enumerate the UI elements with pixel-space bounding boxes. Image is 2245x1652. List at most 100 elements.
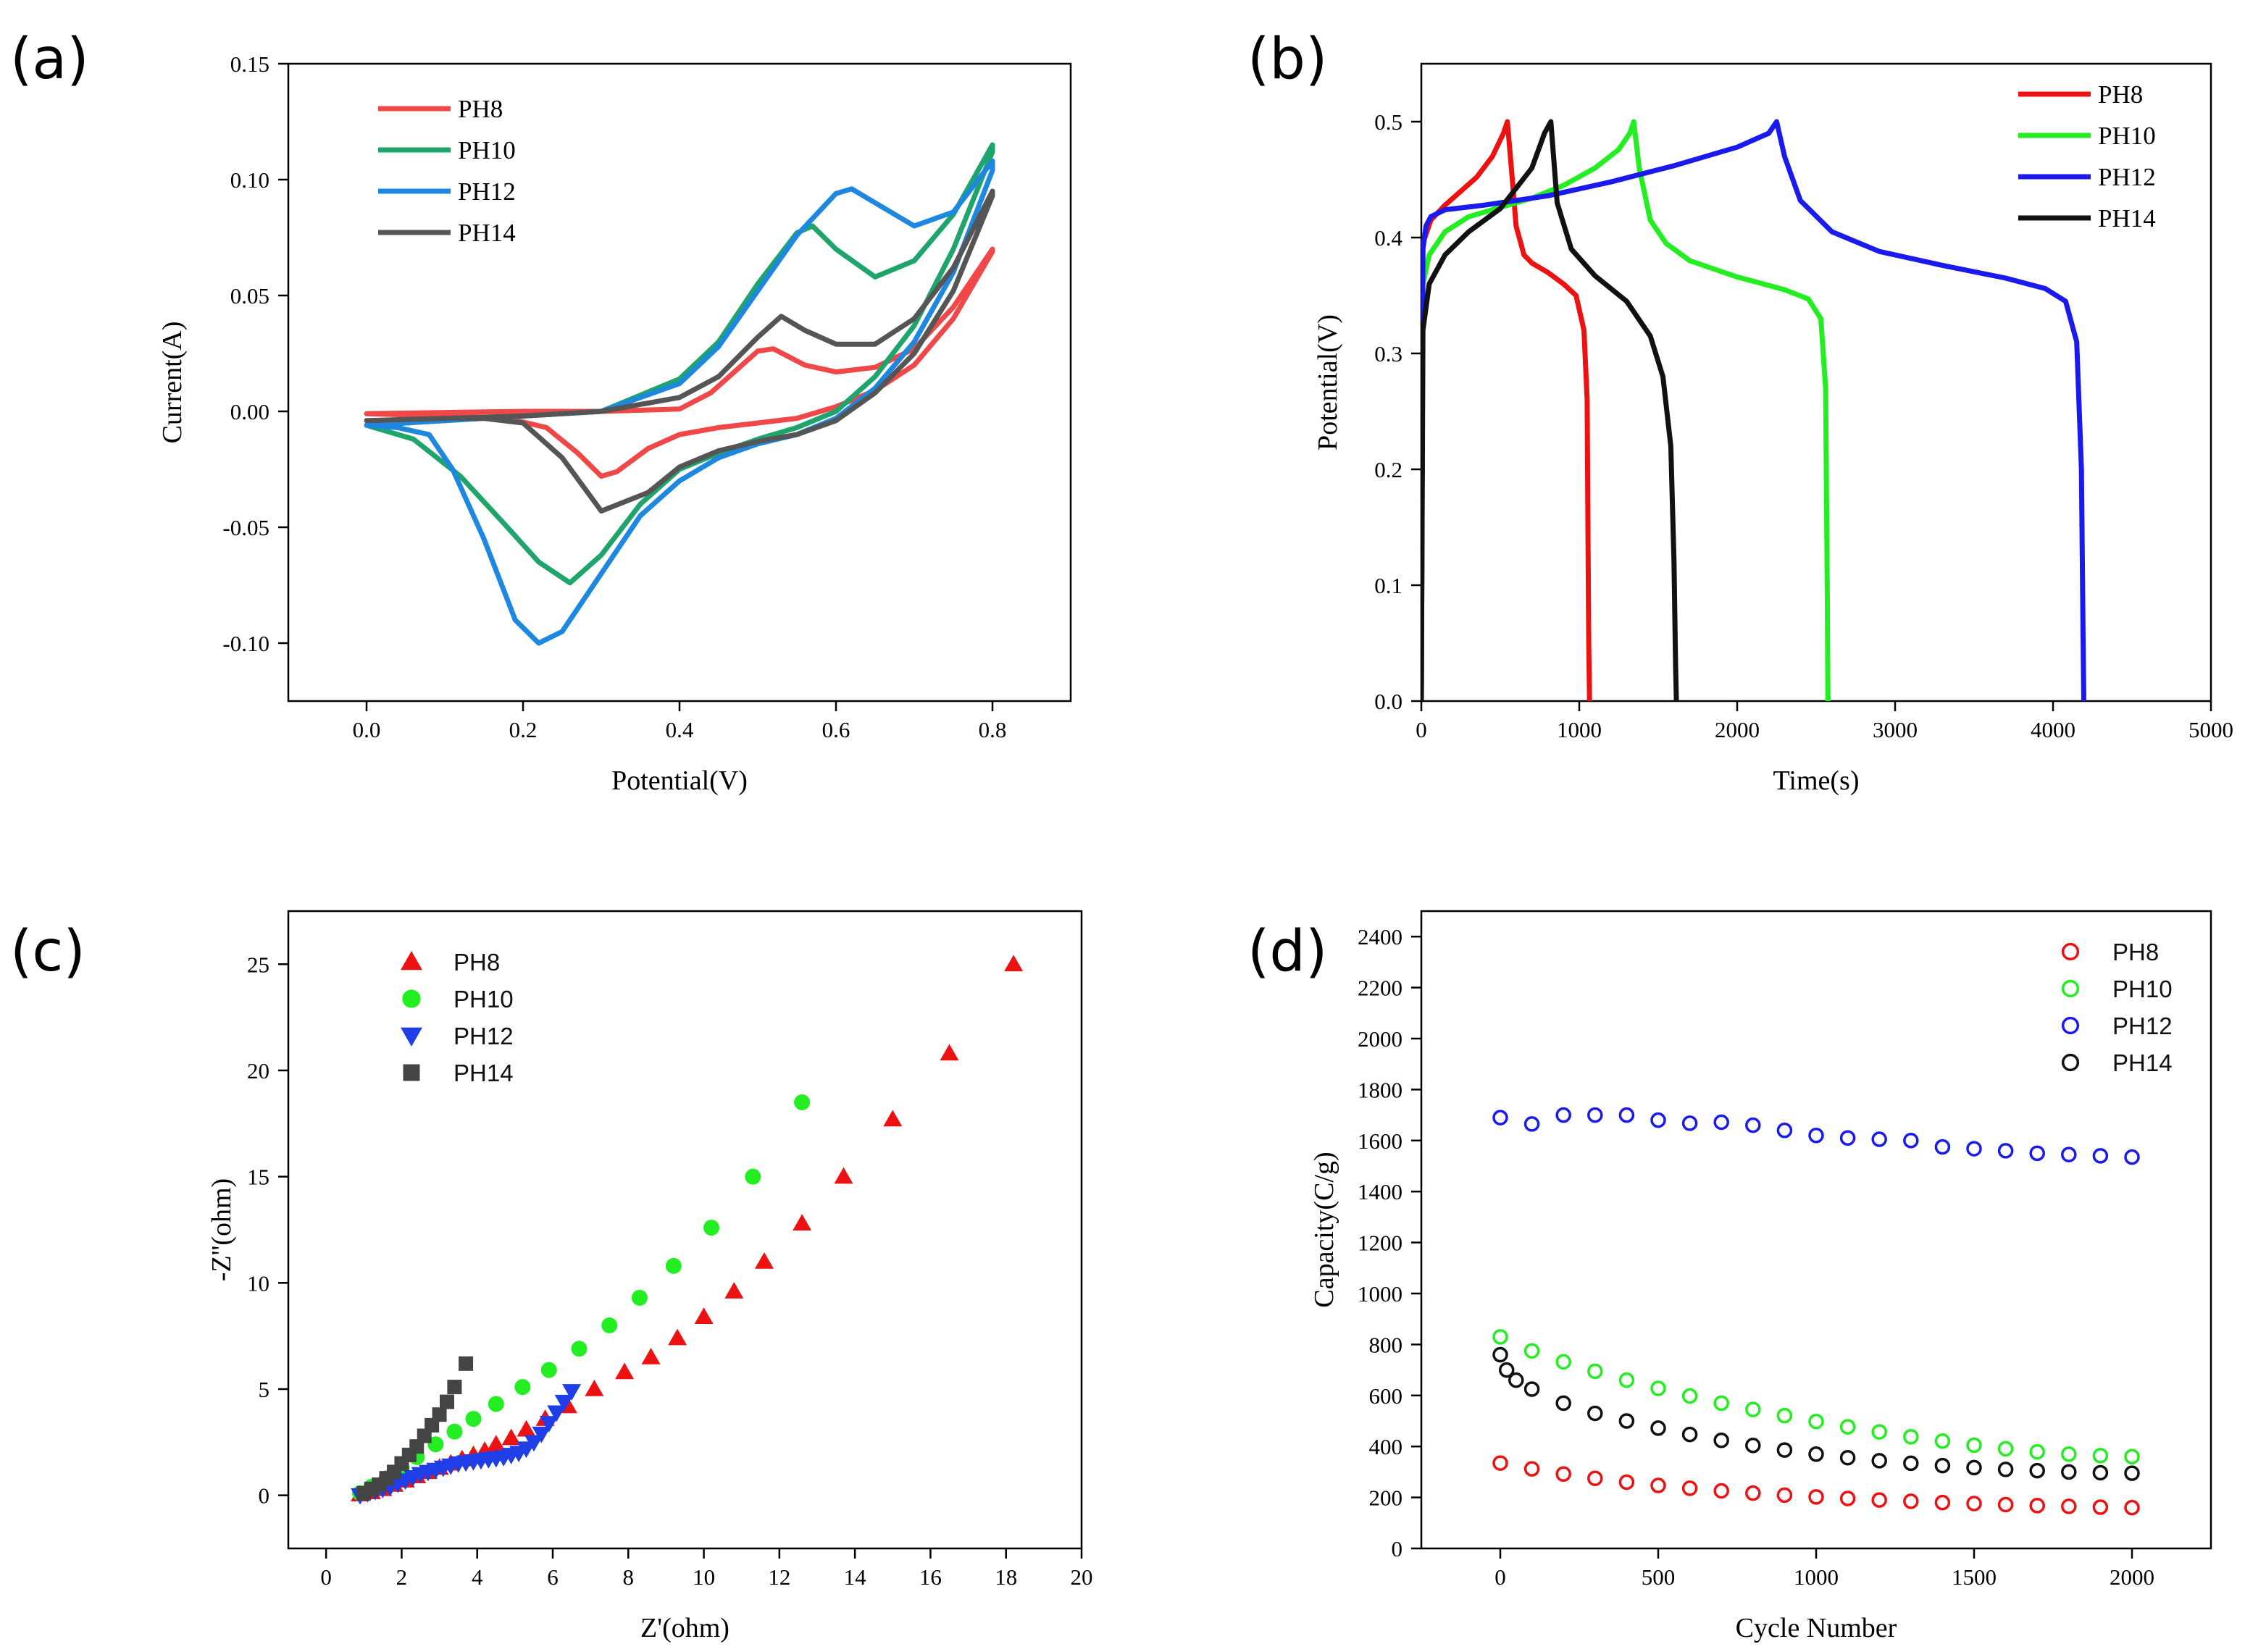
- data-point-ph10-d: [1523, 1343, 1540, 1359]
- data-point-ph10-d: [1681, 1388, 1698, 1404]
- legend-marker-ph12-d: [2061, 1016, 2080, 1035]
- y-tick-label-d: 2000: [1358, 1026, 1402, 1052]
- data-point-ph10-d: [2061, 1446, 2077, 1462]
- data-point-ph10-d: [2092, 1448, 2109, 1464]
- y-tick-label-d: 200: [1369, 1485, 1403, 1511]
- x-tick-label-d: 500: [1642, 1564, 1676, 1590]
- series-line-ph10-b: [1421, 119, 1831, 701]
- data-point-ph12-d: [2124, 1149, 2140, 1165]
- y-tick-label-d: 2400: [1358, 924, 1402, 949]
- plot-frame-b: [1420, 62, 2212, 703]
- y-axis-title-a: Current(A): [157, 322, 188, 444]
- data-point-ph8-d: [1681, 1480, 1698, 1496]
- data-point-ph8-d: [1808, 1489, 1824, 1505]
- data-point-ph10-c: [703, 1220, 719, 1236]
- data-point-ph8-d: [2092, 1499, 2109, 1515]
- legend-label-ph12-a: PH12: [458, 177, 516, 206]
- x-tick-label-a: 0.0: [353, 717, 381, 742]
- data-point-ph14-d: [1997, 1462, 2014, 1477]
- data-point-ph10-d: [1966, 1437, 1982, 1454]
- data-point-ph10-c: [601, 1317, 618, 1333]
- y-tick-label-d: 600: [1369, 1383, 1403, 1409]
- data-point-ph8-c: [585, 1380, 604, 1396]
- legend-label-ph8-d: PH8: [2112, 939, 2159, 965]
- series-line-ph14-a: [364, 188, 995, 514]
- y-tick-label-d: 1200: [1358, 1230, 1402, 1256]
- data-point-ph14-d: [1555, 1395, 1571, 1412]
- x-tick-label-c: 14: [844, 1564, 867, 1590]
- data-point-ph14-c: [432, 1407, 447, 1422]
- data-point-ph8-d: [1934, 1494, 1951, 1511]
- data-point-ph10-c: [427, 1436, 444, 1453]
- data-point-ph14-d: [2092, 1464, 2109, 1481]
- data-point-ph12-d: [1934, 1139, 1951, 1155]
- data-point-ph8-d: [1492, 1455, 1508, 1471]
- data-point-ph10-d: [1934, 1433, 1951, 1449]
- x-tick-label-c: 0: [320, 1564, 332, 1590]
- series-line-ph12-b: [1421, 119, 2086, 701]
- y-tick-label-c: 5: [259, 1377, 270, 1402]
- x-tick-label-c: 16: [919, 1564, 942, 1590]
- y-tick-label-b: 0.3: [1374, 341, 1402, 366]
- series-line-ph8-b: [1421, 119, 1592, 701]
- data-point-ph10-c: [665, 1257, 682, 1274]
- data-point-ph8-c: [834, 1167, 853, 1184]
- x-tick-label-a: 0.8: [979, 717, 1007, 742]
- legend-marker-ph10-d: [2061, 979, 2080, 998]
- panel-label-d: (d): [1247, 919, 1327, 984]
- data-point-ph12-d: [1871, 1131, 1887, 1147]
- data-point-ph8-d: [1745, 1485, 1761, 1501]
- data-point-ph8-d: [2124, 1499, 2140, 1516]
- data-point-ph14-d: [1508, 1372, 1524, 1388]
- y-tick-label-d: 800: [1369, 1332, 1403, 1357]
- data-point-ph10-d: [1776, 1407, 1793, 1424]
- x-tick-label-c: 8: [623, 1564, 635, 1590]
- y-tick-label-d: 1000: [1358, 1281, 1402, 1307]
- y-tick-label-b: 0.1: [1374, 573, 1402, 598]
- data-point-ph14-d: [1492, 1346, 1508, 1363]
- x-tick-label-c: 20: [1071, 1564, 1093, 1590]
- data-point-ph10-d: [1555, 1354, 1571, 1370]
- x-tick-label-c: 10: [693, 1564, 715, 1590]
- y-tick-label-d: 1400: [1358, 1179, 1402, 1204]
- legend-label-ph10-b: PH10: [2098, 122, 2156, 150]
- chart-c-nyquist: 0 2 4 6 8 10 12 14 16 18 20 0 5 10 15 20 25 Z'(ohm) -Z''(o…: [206, 910, 1093, 1643]
- plot-area-d: [1492, 1107, 2140, 1516]
- chart-d-cycling-capacity: 0 500 1000 1500 2000 0 200 400 600 800 1000 1200 140…: [1309, 910, 2212, 1643]
- y-axis-title-d: Capacity(C/g): [1309, 1152, 1339, 1307]
- data-point-ph8-d: [1997, 1496, 2014, 1513]
- data-point-ph8-c: [724, 1282, 744, 1299]
- y-tick-label-a: 0.15: [230, 51, 269, 77]
- data-point-ph8-c: [486, 1435, 506, 1452]
- legend-a: PH8 PH10 PH12 PH14: [378, 95, 516, 247]
- data-point-ph12-d: [1681, 1115, 1698, 1131]
- panel-label-b: (b): [1247, 27, 1327, 92]
- data-point-ph10-d: [1997, 1441, 2014, 1457]
- data-point-ph10-d: [1745, 1401, 1761, 1417]
- data-point-ph12-c: [547, 1405, 567, 1422]
- data-point-ph8-d: [2029, 1498, 2045, 1514]
- y-tick-label-a: -0.05: [222, 515, 269, 540]
- panel-label-c: (c): [10, 919, 85, 984]
- y-tick-label-c: 15: [247, 1165, 269, 1190]
- legend-label-ph8-b: PH8: [2098, 80, 2143, 109]
- legend-label-ph14-b: PH14: [2098, 204, 2156, 232]
- data-point-ph8-c: [641, 1348, 661, 1364]
- plot-frame-c: [287, 910, 1083, 1550]
- data-point-ph10-c: [446, 1423, 463, 1440]
- plot-area-c: [351, 955, 1024, 1505]
- x-tick-label-c: 4: [472, 1564, 483, 1590]
- data-point-ph10-d: [1871, 1424, 1887, 1440]
- data-point-ph14-d: [1903, 1455, 1919, 1472]
- x-axis-title-c: Z'(ohm): [640, 1613, 729, 1643]
- y-tick-label-b: 0.2: [1374, 457, 1402, 482]
- legend-b: PH8 PH10 PH12 PH14: [2018, 80, 2156, 232]
- x-tick-label-c: 18: [995, 1564, 1017, 1590]
- plot-area-a: [364, 142, 995, 646]
- legend-label-ph12-b: PH12: [2098, 163, 2156, 191]
- data-point-ph12-d: [2092, 1148, 2109, 1164]
- data-point-ph10-d: [1903, 1429, 1919, 1445]
- y-tick-label-a: 0.00: [230, 399, 269, 424]
- x-tick-label-d: 2000: [2110, 1564, 2154, 1590]
- series-line-ph10-a: [364, 142, 995, 586]
